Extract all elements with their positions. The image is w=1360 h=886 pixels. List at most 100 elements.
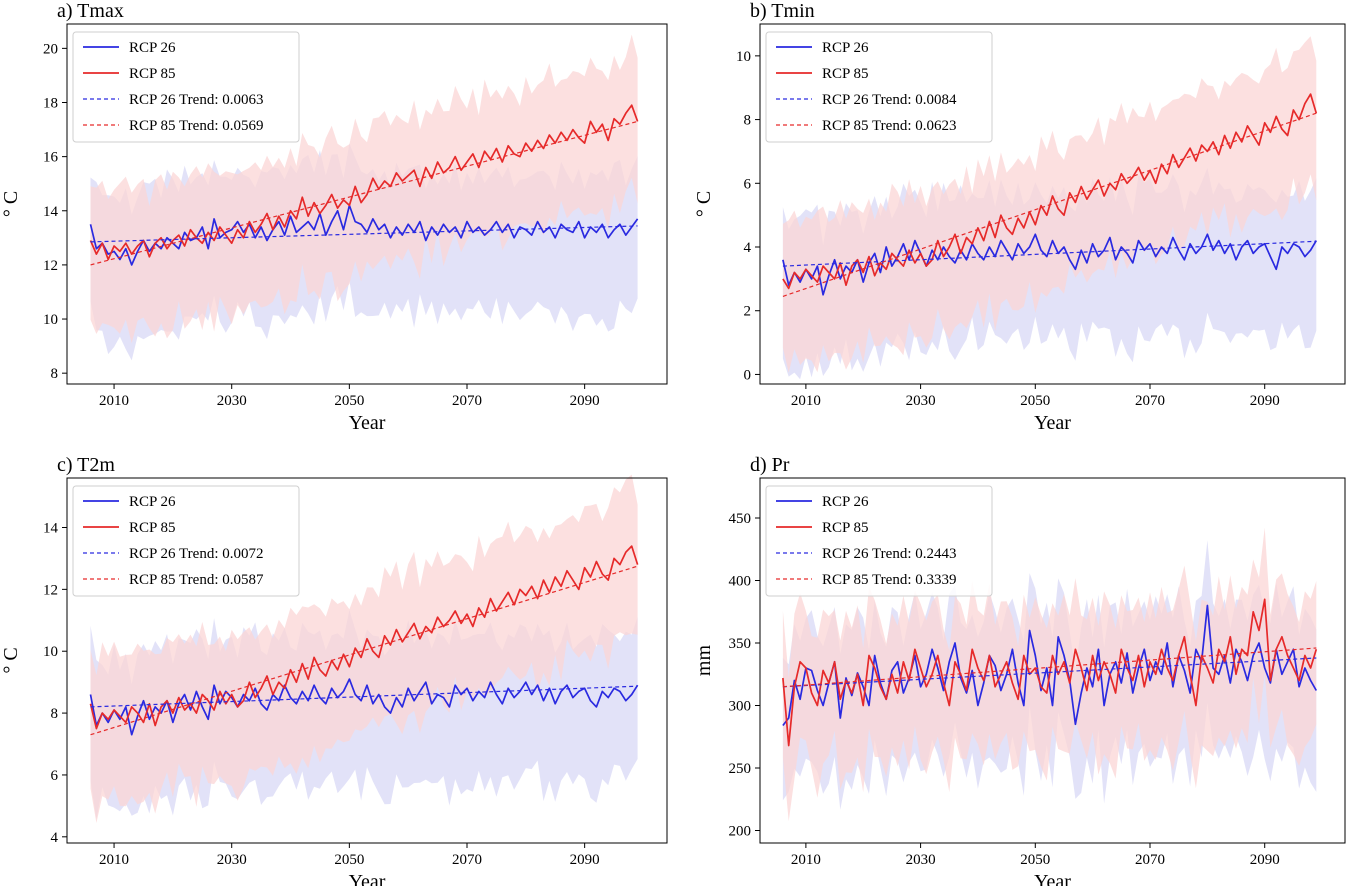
y-tick-label: 18 bbox=[43, 95, 58, 111]
panel-title: b) Tmin bbox=[750, 0, 815, 22]
legend-label: RCP 26 Trend: 0.0063 bbox=[129, 92, 263, 108]
y-tick-label: 4 bbox=[51, 830, 59, 846]
legend-label: RCP 26 Trend: 0.0084 bbox=[822, 92, 957, 108]
legend-label: RCP 26 bbox=[822, 40, 869, 56]
y-tick-label: 6 bbox=[744, 176, 752, 192]
x-tick-label: 2050 bbox=[334, 393, 364, 409]
y-tick-label: 4 bbox=[744, 240, 752, 256]
x-tick-label: 2010 bbox=[791, 393, 821, 409]
x-tick-label: 2090 bbox=[1250, 393, 1280, 409]
y-tick-label: 300 bbox=[729, 699, 752, 715]
y-tick-label: 0 bbox=[744, 367, 752, 383]
legend-label: RCP 85 bbox=[822, 520, 869, 536]
y-axis-label: ° C bbox=[0, 647, 22, 673]
x-tick-label: 2090 bbox=[1250, 852, 1280, 868]
chart-panel-4: 2010 2030 2050 2070 2090 200 250 300 350 400 450 d)… bbox=[693, 454, 1346, 886]
axes-frame bbox=[759, 477, 1346, 844]
legend-label: RCP 26 Trend: 0.2443 bbox=[822, 546, 956, 562]
x-tick-label: 2070 bbox=[1135, 852, 1165, 868]
series-line-rcp85 bbox=[782, 598, 1318, 747]
legend-label: RCP 85 bbox=[129, 66, 176, 82]
x-tick-label: 2050 bbox=[334, 852, 364, 868]
panel-title: c) T2m bbox=[57, 454, 115, 476]
legend-label: RCP 85 bbox=[129, 520, 176, 536]
panel-title: a) Tmax bbox=[57, 0, 124, 22]
series-line-rcp26 bbox=[782, 604, 1318, 727]
trend-line-rcp85 bbox=[90, 565, 638, 736]
trend-line-rcp26 bbox=[782, 240, 1317, 267]
y-tick-label: 14 bbox=[43, 520, 59, 536]
y-tick-label: 2 bbox=[744, 304, 752, 320]
trend-line-rcp26 bbox=[90, 225, 638, 243]
legend-label: RCP 26 bbox=[129, 40, 176, 56]
y-tick-label: 12 bbox=[43, 582, 58, 598]
legend: RCP 26 RCP 85 RCP 26 Trend: 0.0063 RCP 85 T… bbox=[72, 31, 300, 143]
y-tick-label: 14 bbox=[43, 204, 59, 220]
chart-panel-3: 2010 2030 2050 2070 2090 4 6 8 10 12 14 c) T2m Year °… bbox=[0, 454, 668, 886]
x-axis-label: Year bbox=[349, 412, 386, 434]
y-axis-label: ° C bbox=[0, 191, 22, 217]
legend-label: RCP 85 Trend: 0.3339 bbox=[822, 572, 956, 588]
y-tick-label: 10 bbox=[736, 49, 751, 65]
x-axis-label: Year bbox=[1034, 412, 1071, 434]
x-axis-label: Year bbox=[1034, 871, 1071, 886]
x-tick-label: 2070 bbox=[1135, 393, 1165, 409]
x-tick-label: 2010 bbox=[791, 852, 821, 868]
legend: RCP 26 RCP 85 RCP 26 Trend: 0.0084 RCP 85 T… bbox=[765, 31, 993, 143]
y-tick-label: 10 bbox=[43, 312, 58, 328]
y-tick-label: 20 bbox=[43, 41, 58, 57]
trend-line-rcp85 bbox=[90, 120, 638, 266]
legend: RCP 26 RCP 85 RCP 26 Trend: 0.2443 RCP 85 T… bbox=[765, 485, 993, 597]
legend: RCP 26 RCP 85 RCP 26 Trend: 0.0072 RCP 85 T… bbox=[72, 485, 300, 597]
y-tick-label: 8 bbox=[51, 706, 59, 722]
legend-label: RCP 26 bbox=[129, 494, 176, 510]
x-tick-label: 2070 bbox=[452, 393, 482, 409]
chart-panel-1: 2010 2030 2050 2070 2090 8 10 12 14 16 18 20 a) Tmax… bbox=[0, 0, 668, 434]
y-tick-label: 12 bbox=[43, 258, 58, 274]
y-tick-label: 16 bbox=[43, 150, 59, 166]
x-axis-label: Year bbox=[349, 871, 386, 886]
legend-box bbox=[765, 485, 993, 597]
x-tick-label: 2030 bbox=[906, 393, 936, 409]
legend-box bbox=[72, 485, 300, 597]
legend-label: RCP 85 Trend: 0.0587 bbox=[129, 572, 264, 588]
x-tick-label: 2050 bbox=[1020, 393, 1050, 409]
legend-label: RCP 85 Trend: 0.0623 bbox=[822, 118, 956, 134]
legend-label: RCP 26 bbox=[822, 494, 869, 510]
chart-panel-2: 2010 2030 2050 2070 2090 0 2 4 6 8 10 b) Tmin Year ° … bbox=[693, 0, 1346, 434]
series-line-rcp26 bbox=[89, 678, 639, 736]
legend-label: RCP 26 Trend: 0.0072 bbox=[129, 546, 263, 562]
x-tick-label: 2010 bbox=[99, 852, 129, 868]
trend-line-rcp85 bbox=[782, 112, 1317, 297]
x-tick-label: 2090 bbox=[570, 393, 600, 409]
spread-band-rcp85 bbox=[90, 34, 638, 344]
y-tick-label: 400 bbox=[729, 574, 752, 590]
y-tick-label: 350 bbox=[729, 636, 752, 652]
legend-label: RCP 85 bbox=[822, 66, 869, 82]
axes-frame bbox=[759, 23, 1346, 385]
legend-box bbox=[72, 31, 300, 143]
legend-label: RCP 85 Trend: 0.0569 bbox=[129, 118, 263, 134]
y-tick-label: 6 bbox=[51, 768, 59, 784]
y-tick-label: 450 bbox=[729, 511, 752, 527]
y-axis-label: ° C bbox=[693, 191, 715, 217]
y-tick-label: 200 bbox=[729, 824, 752, 840]
y-tick-label: 8 bbox=[744, 113, 752, 129]
x-tick-label: 2070 bbox=[452, 852, 482, 868]
y-tick-label: 8 bbox=[51, 366, 59, 382]
x-tick-label: 2030 bbox=[906, 852, 936, 868]
panel-title: d) Pr bbox=[750, 454, 790, 476]
x-tick-label: 2030 bbox=[217, 852, 247, 868]
y-tick-label: 10 bbox=[43, 644, 58, 660]
axes-frame bbox=[66, 477, 668, 844]
x-tick-label: 2050 bbox=[1020, 852, 1050, 868]
legend-box bbox=[765, 31, 993, 143]
x-tick-label: 2010 bbox=[99, 393, 129, 409]
series-line-rcp26 bbox=[782, 233, 1318, 296]
y-tick-label: 250 bbox=[729, 761, 752, 777]
y-axis-label: mm bbox=[693, 645, 715, 677]
x-tick-label: 2090 bbox=[570, 852, 600, 868]
axes-frame bbox=[66, 23, 668, 385]
trend-line-rcp26 bbox=[782, 657, 1317, 688]
